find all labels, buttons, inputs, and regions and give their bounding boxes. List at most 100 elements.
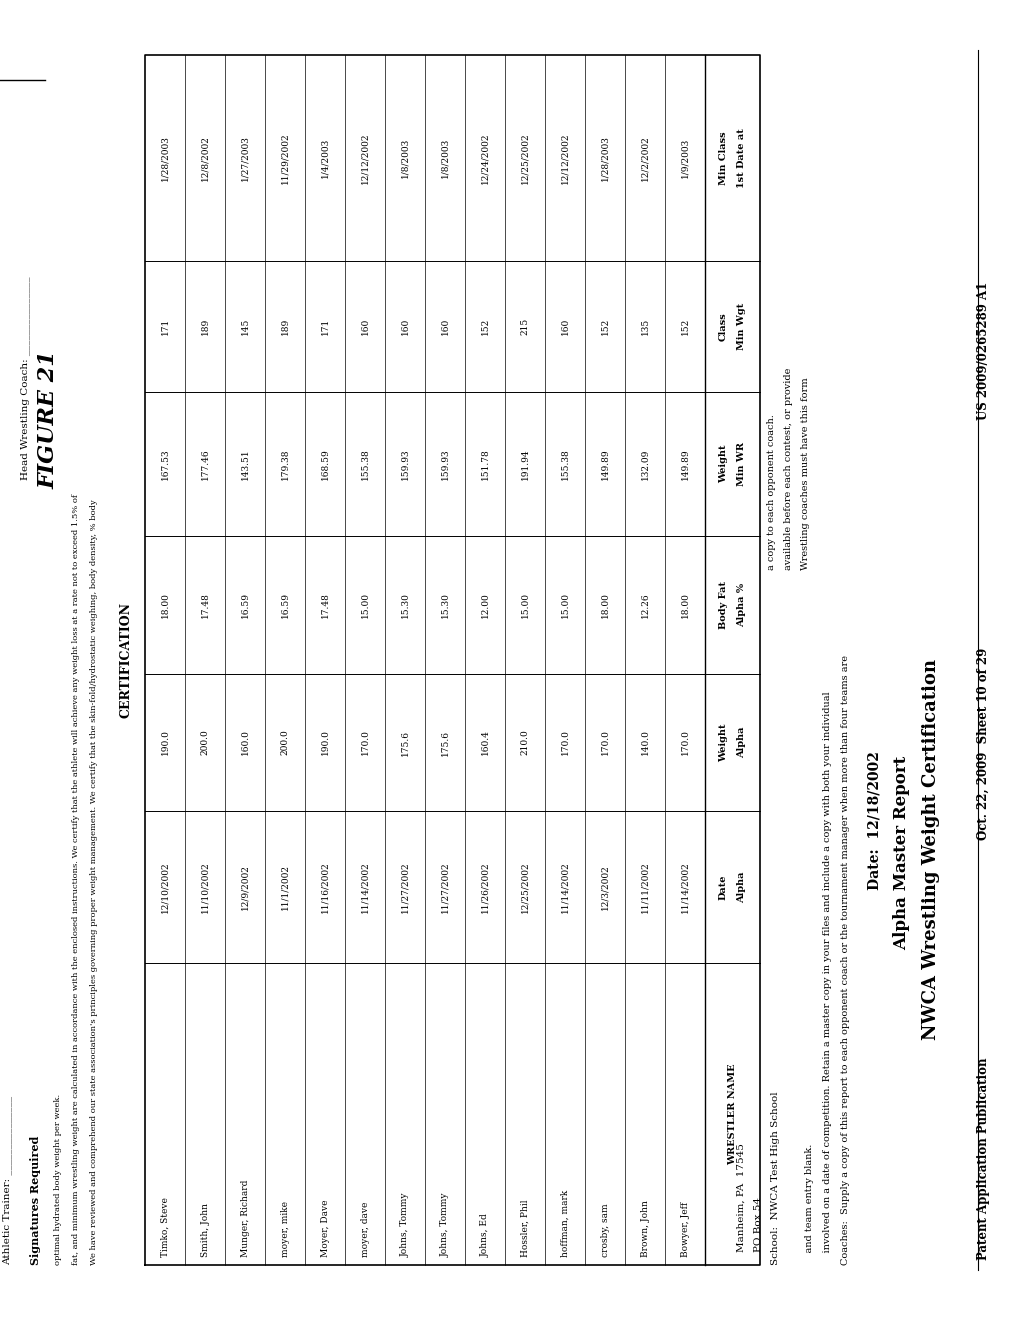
Text: US 2009/0265289 A1: US 2009/0265289 A1	[977, 281, 990, 420]
Text: 170.0: 170.0	[360, 730, 370, 755]
Text: Alpha: Alpha	[737, 727, 746, 758]
Text: 1/9/2003: 1/9/2003	[681, 139, 689, 178]
Text: Smith, John: Smith, John	[201, 1203, 210, 1257]
Text: 170.0: 170.0	[560, 730, 569, 755]
Text: Athletic Trainer: _______________: Athletic Trainer: _______________	[2, 1096, 11, 1265]
Text: 145: 145	[241, 318, 250, 335]
Text: 11/27/2002: 11/27/2002	[400, 861, 410, 912]
Text: 11/10/2002: 11/10/2002	[201, 861, 210, 912]
Text: 143.51: 143.51	[241, 449, 250, 480]
Text: a copy to each opponent coach.: a copy to each opponent coach.	[767, 414, 776, 570]
Text: 175.6: 175.6	[400, 730, 410, 755]
Text: 170.0: 170.0	[681, 730, 689, 755]
Text: Body Fat: Body Fat	[719, 581, 728, 630]
Text: 12/12/2002: 12/12/2002	[560, 132, 569, 183]
Text: Patent Application Publication: Patent Application Publication	[977, 1057, 990, 1261]
Text: PO Box 54: PO Box 54	[754, 1197, 763, 1265]
Text: 189: 189	[281, 318, 290, 335]
Text: 12.26: 12.26	[640, 593, 649, 618]
Text: 15.00: 15.00	[360, 591, 370, 618]
Text: 17.48: 17.48	[321, 593, 330, 618]
Text: involved on a date of competition. Retain a master copy in your files and includ: involved on a date of competition. Retai…	[823, 692, 831, 1265]
Text: 190.0: 190.0	[161, 730, 170, 755]
Text: We have reviewed and comprehend our state association's principles governing pro: We have reviewed and comprehend our stat…	[90, 499, 98, 1265]
Text: 160.0: 160.0	[241, 730, 250, 755]
Text: CERTIFICATION: CERTIFICATION	[120, 602, 133, 718]
Text: 155.38: 155.38	[560, 449, 569, 480]
Text: 12/10/2002: 12/10/2002	[161, 861, 170, 912]
Text: Coaches:  Supply a copy of this report to each opponent coach or the tournament : Coaches: Supply a copy of this report to…	[841, 655, 850, 1265]
Text: 1/28/2003: 1/28/2003	[600, 135, 609, 181]
Text: 170.0: 170.0	[600, 730, 609, 755]
Text: 152: 152	[600, 318, 609, 335]
Text: 18.00: 18.00	[161, 593, 170, 618]
Text: Moyer, Dave: Moyer, Dave	[321, 1200, 330, 1257]
Text: 1/28/2003: 1/28/2003	[161, 135, 170, 181]
Text: 160: 160	[360, 318, 370, 335]
Text: Signatures Required: Signatures Required	[30, 1135, 41, 1265]
Text: 12/25/2002: 12/25/2002	[520, 132, 529, 183]
Text: Alpha Master Report: Alpha Master Report	[893, 756, 910, 950]
Text: 12.00: 12.00	[480, 593, 489, 618]
Text: 1st Date at: 1st Date at	[737, 128, 746, 187]
Text: 155.38: 155.38	[360, 449, 370, 480]
Text: 17.48: 17.48	[201, 593, 210, 618]
Text: Weight: Weight	[719, 445, 728, 483]
Text: NWCA Wrestling Weight Certification: NWCA Wrestling Weight Certification	[922, 659, 940, 1040]
Text: Oct. 22, 2009  Sheet 10 of 29: Oct. 22, 2009 Sheet 10 of 29	[977, 648, 990, 840]
Text: 11/27/2002: 11/27/2002	[440, 861, 450, 912]
Text: 12/9/2002: 12/9/2002	[241, 863, 250, 909]
Text: 179.38: 179.38	[281, 449, 290, 479]
Text: Head Wrestling Coach: _______________: Head Wrestling Coach: _______________	[20, 276, 30, 480]
Text: Wrestling coaches must have this form: Wrestling coaches must have this form	[801, 378, 810, 570]
Text: 1/27/2003: 1/27/2003	[241, 135, 250, 181]
Text: moyer, mike: moyer, mike	[281, 1201, 290, 1257]
Text: School:  NWCA Test High School: School: NWCA Test High School	[771, 1092, 780, 1265]
Text: 200.0: 200.0	[281, 730, 290, 755]
Text: hoffman, mark: hoffman, mark	[560, 1189, 569, 1257]
Text: Class: Class	[719, 313, 728, 341]
Text: 11/14/2002: 11/14/2002	[560, 861, 569, 912]
Text: 159.93: 159.93	[440, 449, 450, 480]
Text: and team entry blank.: and team entry blank.	[805, 1143, 814, 1265]
Text: 15.30: 15.30	[440, 593, 450, 618]
Text: 15.00: 15.00	[520, 591, 529, 618]
Text: 200.0: 200.0	[201, 730, 210, 755]
Text: 167.53: 167.53	[161, 449, 170, 480]
Text: 18.00: 18.00	[681, 593, 689, 618]
Text: Johns, Tommy: Johns, Tommy	[440, 1192, 450, 1257]
Text: 15.30: 15.30	[400, 593, 410, 618]
Text: fat, and minimum wrestling weight are calculated in accordance with the enclosed: fat, and minimum wrestling weight are ca…	[72, 494, 80, 1265]
Text: 15.00: 15.00	[560, 591, 569, 618]
Text: Weight: Weight	[719, 723, 728, 762]
Text: 1/8/2003: 1/8/2003	[440, 139, 450, 178]
Text: 175.6: 175.6	[440, 730, 450, 755]
Text: 12/2/2002: 12/2/2002	[640, 135, 649, 181]
Text: 210.0: 210.0	[520, 730, 529, 755]
Text: Brown, John: Brown, John	[640, 1200, 649, 1257]
Text: WRESTLER NAME: WRESTLER NAME	[728, 1063, 737, 1164]
Text: Hossler, Phil: Hossler, Phil	[520, 1200, 529, 1257]
Text: 151.78: 151.78	[480, 449, 489, 480]
Text: FIGURE 21: FIGURE 21	[38, 351, 60, 490]
Text: 171: 171	[321, 318, 330, 335]
Text: 11/26/2002: 11/26/2002	[480, 861, 489, 912]
Text: 1/8/2003: 1/8/2003	[400, 139, 410, 178]
Text: 160.4: 160.4	[480, 730, 489, 755]
Text: Min Wgt: Min Wgt	[737, 302, 746, 350]
Text: 159.93: 159.93	[400, 449, 410, 480]
Text: 189: 189	[201, 318, 210, 335]
Text: Date: Date	[719, 874, 728, 900]
Text: 140.0: 140.0	[640, 730, 649, 755]
Text: 12/25/2002: 12/25/2002	[520, 861, 529, 912]
Text: 160: 160	[400, 318, 410, 335]
Text: 11/11/2002: 11/11/2002	[640, 861, 649, 912]
Text: 190.0: 190.0	[321, 730, 330, 755]
Text: 191.94: 191.94	[520, 449, 529, 480]
Text: 12/8/2002: 12/8/2002	[201, 135, 210, 181]
Text: moyer, dave: moyer, dave	[360, 1201, 370, 1257]
Text: crosby, sam: crosby, sam	[600, 1204, 609, 1257]
Text: Alpha: Alpha	[737, 871, 746, 903]
Text: 11/14/2002: 11/14/2002	[681, 861, 689, 912]
Text: Munger, Richard: Munger, Richard	[241, 1180, 250, 1257]
